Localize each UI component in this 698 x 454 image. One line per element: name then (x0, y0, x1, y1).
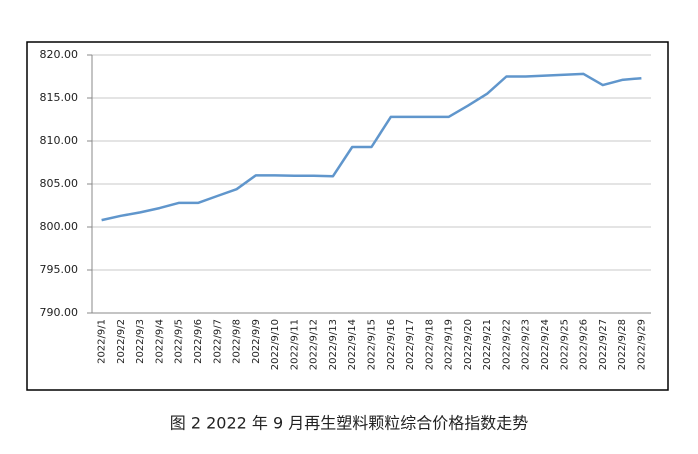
chart-frame (26, 41, 669, 391)
y-tick-label: 805.00 (40, 177, 79, 190)
y-tick-label: 810.00 (40, 134, 79, 147)
x-tick-label: 2022/9/13 (328, 319, 339, 370)
line-series (101, 72, 642, 222)
x-tick-label: 2022/9/19 (444, 319, 455, 370)
x-tick-label: 2022/9/14 (347, 319, 358, 370)
x-tick-label: 2022/9/9 (251, 319, 262, 364)
x-tick-label: 2022/9/26 (579, 319, 590, 370)
x-tick-label: 2022/9/6 (193, 319, 204, 364)
y-tick-label: 800.00 (40, 220, 79, 233)
x-tick-label: 2022/9/10 (270, 319, 281, 370)
y-tick-label: 815.00 (40, 91, 79, 104)
x-tick-label: 2022/9/11 (289, 319, 300, 370)
chart-title: 图 2 2022 年 9 月再生塑料颗粒综合价格指数走势 (170, 414, 529, 433)
x-tick-label: 2022/9/28 (617, 319, 628, 370)
y-tick-label: 795.00 (40, 263, 79, 276)
x-tick-label: 2022/9/20 (463, 319, 474, 370)
x-tick-label: 2022/9/22 (501, 319, 512, 370)
x-tick-label: 2022/9/4 (154, 319, 165, 364)
x-tick-label: 2022/9/17 (405, 319, 416, 370)
y-tick-label: 820.00 (40, 48, 79, 61)
x-tick-label: 2022/9/23 (521, 319, 532, 370)
x-tick-label: 2022/9/1 (97, 319, 108, 364)
x-tick-label: 2022/9/24 (540, 319, 551, 370)
y-tick-label: 790.00 (40, 306, 79, 319)
x-tick-label: 2022/9/29 (636, 319, 647, 370)
x-tick-label: 2022/9/21 (482, 319, 493, 370)
x-tick-label: 2022/9/15 (367, 319, 378, 370)
x-tick-label: 2022/9/18 (424, 319, 435, 370)
x-tick-label: 2022/9/3 (135, 319, 146, 364)
x-tick-label: 2022/9/5 (174, 319, 185, 364)
x-tick-label: 2022/9/12 (309, 319, 320, 370)
x-tick-label: 2022/9/2 (116, 319, 127, 364)
x-tick-label: 2022/9/16 (386, 319, 397, 370)
x-tick-label: 2022/9/8 (232, 319, 243, 364)
x-tick-label: 2022/9/25 (559, 319, 570, 370)
x-tick-label: 2022/9/27 (598, 319, 609, 370)
x-tick-label: 2022/9/7 (212, 319, 223, 364)
